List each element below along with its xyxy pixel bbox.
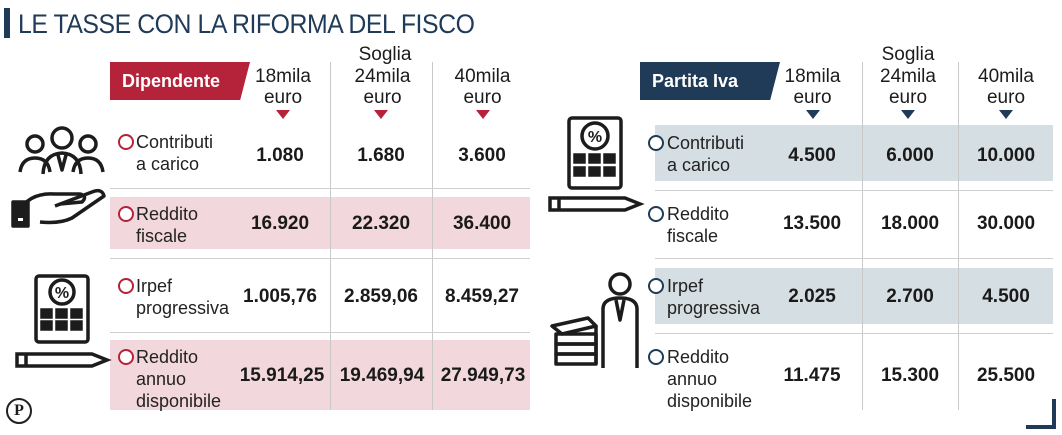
row-divider (110, 332, 530, 333)
bullet-icon (118, 134, 134, 150)
col-header-24: 24mila euro (880, 66, 936, 108)
triangle-marker-icon (901, 110, 915, 119)
title-accent-bar (4, 8, 10, 38)
threshold-label: Soglia (881, 44, 935, 65)
value-cell: 16.920 (250, 213, 310, 234)
row-divider (655, 333, 1053, 334)
partita-iva-tag: Partita Iva (640, 62, 780, 100)
highlight-row-irpef (655, 268, 1053, 324)
triangle-marker-icon (276, 110, 290, 119)
bullet-icon (118, 278, 134, 294)
value-cell: 8.459,27 (445, 286, 519, 307)
col-header-40: 40mila euro (978, 66, 1034, 108)
value-cell: 4.500 (982, 286, 1030, 307)
page-title: LE TASSE CON LA RIFORMA DEL FISCO (18, 9, 475, 39)
value-cell: 27.949,73 (440, 365, 526, 386)
row-label-reddito-disponibile: Reddito annuo disponibile (667, 347, 753, 411)
column-divider (958, 62, 959, 410)
highlight-row-contributi (655, 125, 1053, 181)
triangle-marker-icon (374, 110, 388, 119)
col-header-18: 18mila euro (255, 66, 311, 108)
value-cell: 1.005,76 (243, 286, 317, 307)
employees-hand-icon (11, 126, 106, 228)
bullet-icon (118, 206, 134, 222)
triangle-marker-icon (999, 110, 1013, 119)
publisher-logo: P (6, 398, 32, 424)
value-cell: 1.680 (357, 145, 405, 166)
row-divider (655, 190, 1053, 191)
value-cell: 22.320 (351, 213, 411, 234)
value-cell: 30.000 (976, 213, 1036, 234)
col-header-24: 24mila euro (354, 66, 411, 108)
triangle-marker-icon (806, 110, 820, 119)
value-cell: 2.700 (886, 286, 934, 307)
triangle-marker-icon (476, 110, 490, 119)
bullet-icon (648, 349, 664, 365)
col-header-40: 40mila euro (454, 66, 511, 108)
row-divider (655, 258, 1053, 259)
highlight-row-reddito-fiscale (110, 197, 530, 249)
value-cell: 13.500 (782, 213, 842, 234)
value-cell: 3.600 (458, 145, 506, 166)
column-divider (432, 62, 433, 410)
row-label-contributi: Contributi a carico (667, 133, 745, 175)
row-label-reddito-disponibile: Reddito annuo disponibile (136, 347, 222, 411)
corner-decoration (1026, 399, 1056, 429)
svg-text:%: % (55, 285, 69, 302)
value-cell: 2.859,06 (344, 286, 418, 307)
value-cell: 36.400 (452, 213, 512, 234)
row-label-irpef: Irpef progressiva (667, 276, 761, 318)
bullet-icon (648, 278, 664, 294)
threshold-label: Soglia (358, 44, 412, 65)
value-cell: 10.000 (976, 145, 1036, 166)
bullet-icon (648, 206, 664, 222)
row-divider (110, 188, 530, 189)
highlight-row-reddito-disponibile (110, 340, 530, 410)
value-cell: 1.080 (256, 145, 304, 166)
column-divider (330, 62, 331, 410)
value-cell: 4.500 (788, 145, 836, 166)
value-cell: 6.000 (886, 145, 934, 166)
value-cell: 15.300 (880, 365, 940, 386)
calculator-percent-icon: % (548, 116, 645, 212)
value-cell: 18.000 (880, 213, 940, 234)
column-divider (862, 62, 863, 410)
row-label-reddito-fiscale: Reddito fiscale (136, 204, 199, 246)
calculator-percent-icon: % (15, 274, 112, 368)
row-label-irpef: Irpef progressiva (136, 276, 230, 318)
row-label-contributi: Contributi a carico (136, 132, 214, 174)
value-cell: 11.475 (783, 365, 841, 386)
bullet-icon (118, 349, 134, 365)
col-header-18: 18mila euro (784, 66, 841, 108)
bullet-icon (648, 135, 664, 151)
row-label-reddito-fiscale: Reddito fiscale (667, 204, 730, 246)
value-cell: 19.469,94 (339, 365, 425, 386)
value-cell: 25.500 (976, 365, 1036, 386)
value-cell: 15.914,25 (239, 365, 325, 386)
svg-text:%: % (588, 129, 602, 146)
value-cell: 2.025 (788, 286, 836, 307)
row-divider (110, 258, 530, 259)
dipendente-tag: Dipendente (110, 62, 250, 100)
businessman-documents-icon (550, 272, 639, 368)
